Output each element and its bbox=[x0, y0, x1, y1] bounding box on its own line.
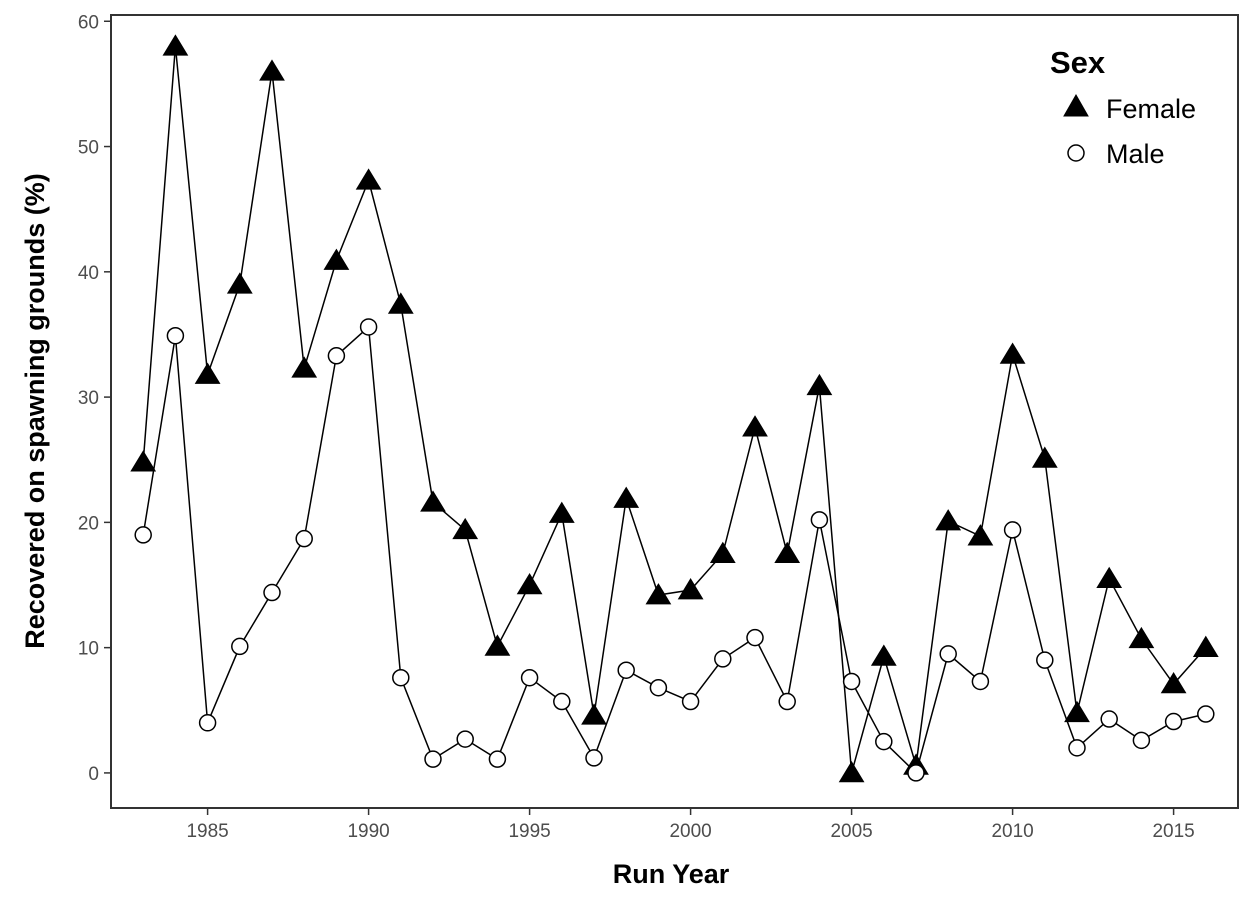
point-female bbox=[838, 760, 865, 783]
x-tick-label: 2010 bbox=[991, 821, 1033, 842]
y-tick-label: 40 bbox=[78, 263, 99, 284]
y-tick-label: 0 bbox=[88, 764, 99, 785]
point-female bbox=[130, 450, 157, 472]
series-line-female bbox=[142, 46, 1207, 774]
y-tick-label: 30 bbox=[78, 388, 99, 409]
point-female bbox=[1096, 566, 1123, 589]
point-female bbox=[1128, 626, 1155, 649]
point-female bbox=[355, 168, 382, 190]
x-tick-label: 1990 bbox=[347, 821, 389, 842]
point-male bbox=[359, 318, 378, 336]
point-male bbox=[714, 650, 732, 668]
point-male bbox=[295, 529, 313, 548]
point-male bbox=[1197, 705, 1215, 723]
x-axis: 1985 1990 1995 2000 2005 2010 2015 bbox=[186, 808, 1195, 842]
point-female bbox=[420, 490, 446, 512]
point-female bbox=[774, 541, 801, 563]
point-female bbox=[162, 34, 189, 56]
point-female bbox=[1064, 700, 1090, 723]
y-tick-label: 20 bbox=[78, 513, 99, 534]
point-male bbox=[1068, 739, 1086, 757]
point-female bbox=[742, 415, 768, 437]
point-male bbox=[810, 511, 829, 529]
legend-female-label: Female bbox=[1106, 94, 1196, 124]
point-male bbox=[842, 672, 861, 691]
point-female bbox=[259, 59, 285, 81]
legend: Sex Female Male bbox=[1050, 45, 1196, 169]
point-male bbox=[1164, 712, 1183, 731]
point-male bbox=[939, 645, 957, 663]
x-tick-label: 1995 bbox=[508, 821, 550, 842]
point-male bbox=[488, 750, 507, 768]
point-female bbox=[226, 272, 253, 294]
legend-male-marker bbox=[1067, 144, 1085, 162]
point-male bbox=[778, 692, 796, 711]
point-male bbox=[746, 628, 764, 647]
point-female bbox=[387, 292, 414, 314]
point-male bbox=[231, 637, 249, 656]
point-female bbox=[935, 509, 962, 531]
point-male bbox=[456, 730, 474, 748]
point-female bbox=[613, 486, 640, 508]
plot-panel bbox=[110, 14, 1239, 809]
point-male bbox=[520, 668, 539, 687]
x-tick-label: 2000 bbox=[669, 821, 711, 842]
series-line-male bbox=[142, 325, 1206, 775]
point-male bbox=[681, 692, 700, 711]
point-male bbox=[134, 526, 152, 544]
x-tick-label: 2015 bbox=[1152, 821, 1194, 842]
point-female bbox=[999, 342, 1026, 364]
point-female bbox=[806, 373, 833, 396]
point-male bbox=[649, 678, 668, 697]
point-male bbox=[585, 749, 603, 767]
point-female bbox=[516, 573, 543, 595]
point-female bbox=[548, 501, 575, 523]
point-female bbox=[1192, 635, 1219, 657]
point-male bbox=[1132, 731, 1151, 750]
point-female bbox=[484, 634, 511, 656]
point-male bbox=[392, 668, 410, 687]
point-female bbox=[967, 524, 994, 546]
y-tick-label: 50 bbox=[78, 138, 99, 159]
x-axis-title: Run Year bbox=[613, 859, 730, 889]
series-layer bbox=[130, 34, 1219, 783]
point-female bbox=[709, 541, 736, 563]
point-female bbox=[677, 578, 704, 600]
point-female bbox=[645, 583, 672, 605]
point-male bbox=[1100, 710, 1118, 728]
y-axis: 0 10 20 30 40 50 60 bbox=[78, 12, 111, 785]
y-tick-label: 60 bbox=[78, 12, 99, 33]
point-female bbox=[1160, 672, 1187, 694]
point-female bbox=[581, 703, 607, 725]
point-male bbox=[424, 750, 442, 768]
point-male bbox=[553, 692, 571, 711]
point-male bbox=[1036, 651, 1054, 669]
point-female bbox=[291, 356, 318, 378]
point-male bbox=[907, 764, 925, 782]
legend-title: Sex bbox=[1050, 45, 1106, 80]
x-tick-label: 1985 bbox=[186, 821, 228, 842]
point-male bbox=[327, 347, 346, 365]
point-female bbox=[1031, 446, 1058, 468]
x-tick-label: 2005 bbox=[830, 821, 872, 842]
point-female bbox=[452, 517, 479, 540]
point-male bbox=[617, 661, 635, 679]
y-axis-title: Recovered on spawning grounds (%) bbox=[20, 173, 50, 649]
point-female bbox=[870, 644, 897, 666]
y-tick-label: 10 bbox=[78, 639, 99, 660]
point-male bbox=[263, 583, 281, 602]
legend-male-label: Male bbox=[1106, 139, 1165, 169]
point-female bbox=[323, 248, 350, 270]
point-male bbox=[198, 714, 217, 732]
point-male bbox=[166, 326, 185, 345]
point-male bbox=[875, 732, 893, 751]
point-male bbox=[971, 672, 990, 691]
point-male bbox=[1003, 521, 1022, 539]
legend-female-marker bbox=[1063, 93, 1089, 117]
point-female bbox=[194, 362, 221, 384]
